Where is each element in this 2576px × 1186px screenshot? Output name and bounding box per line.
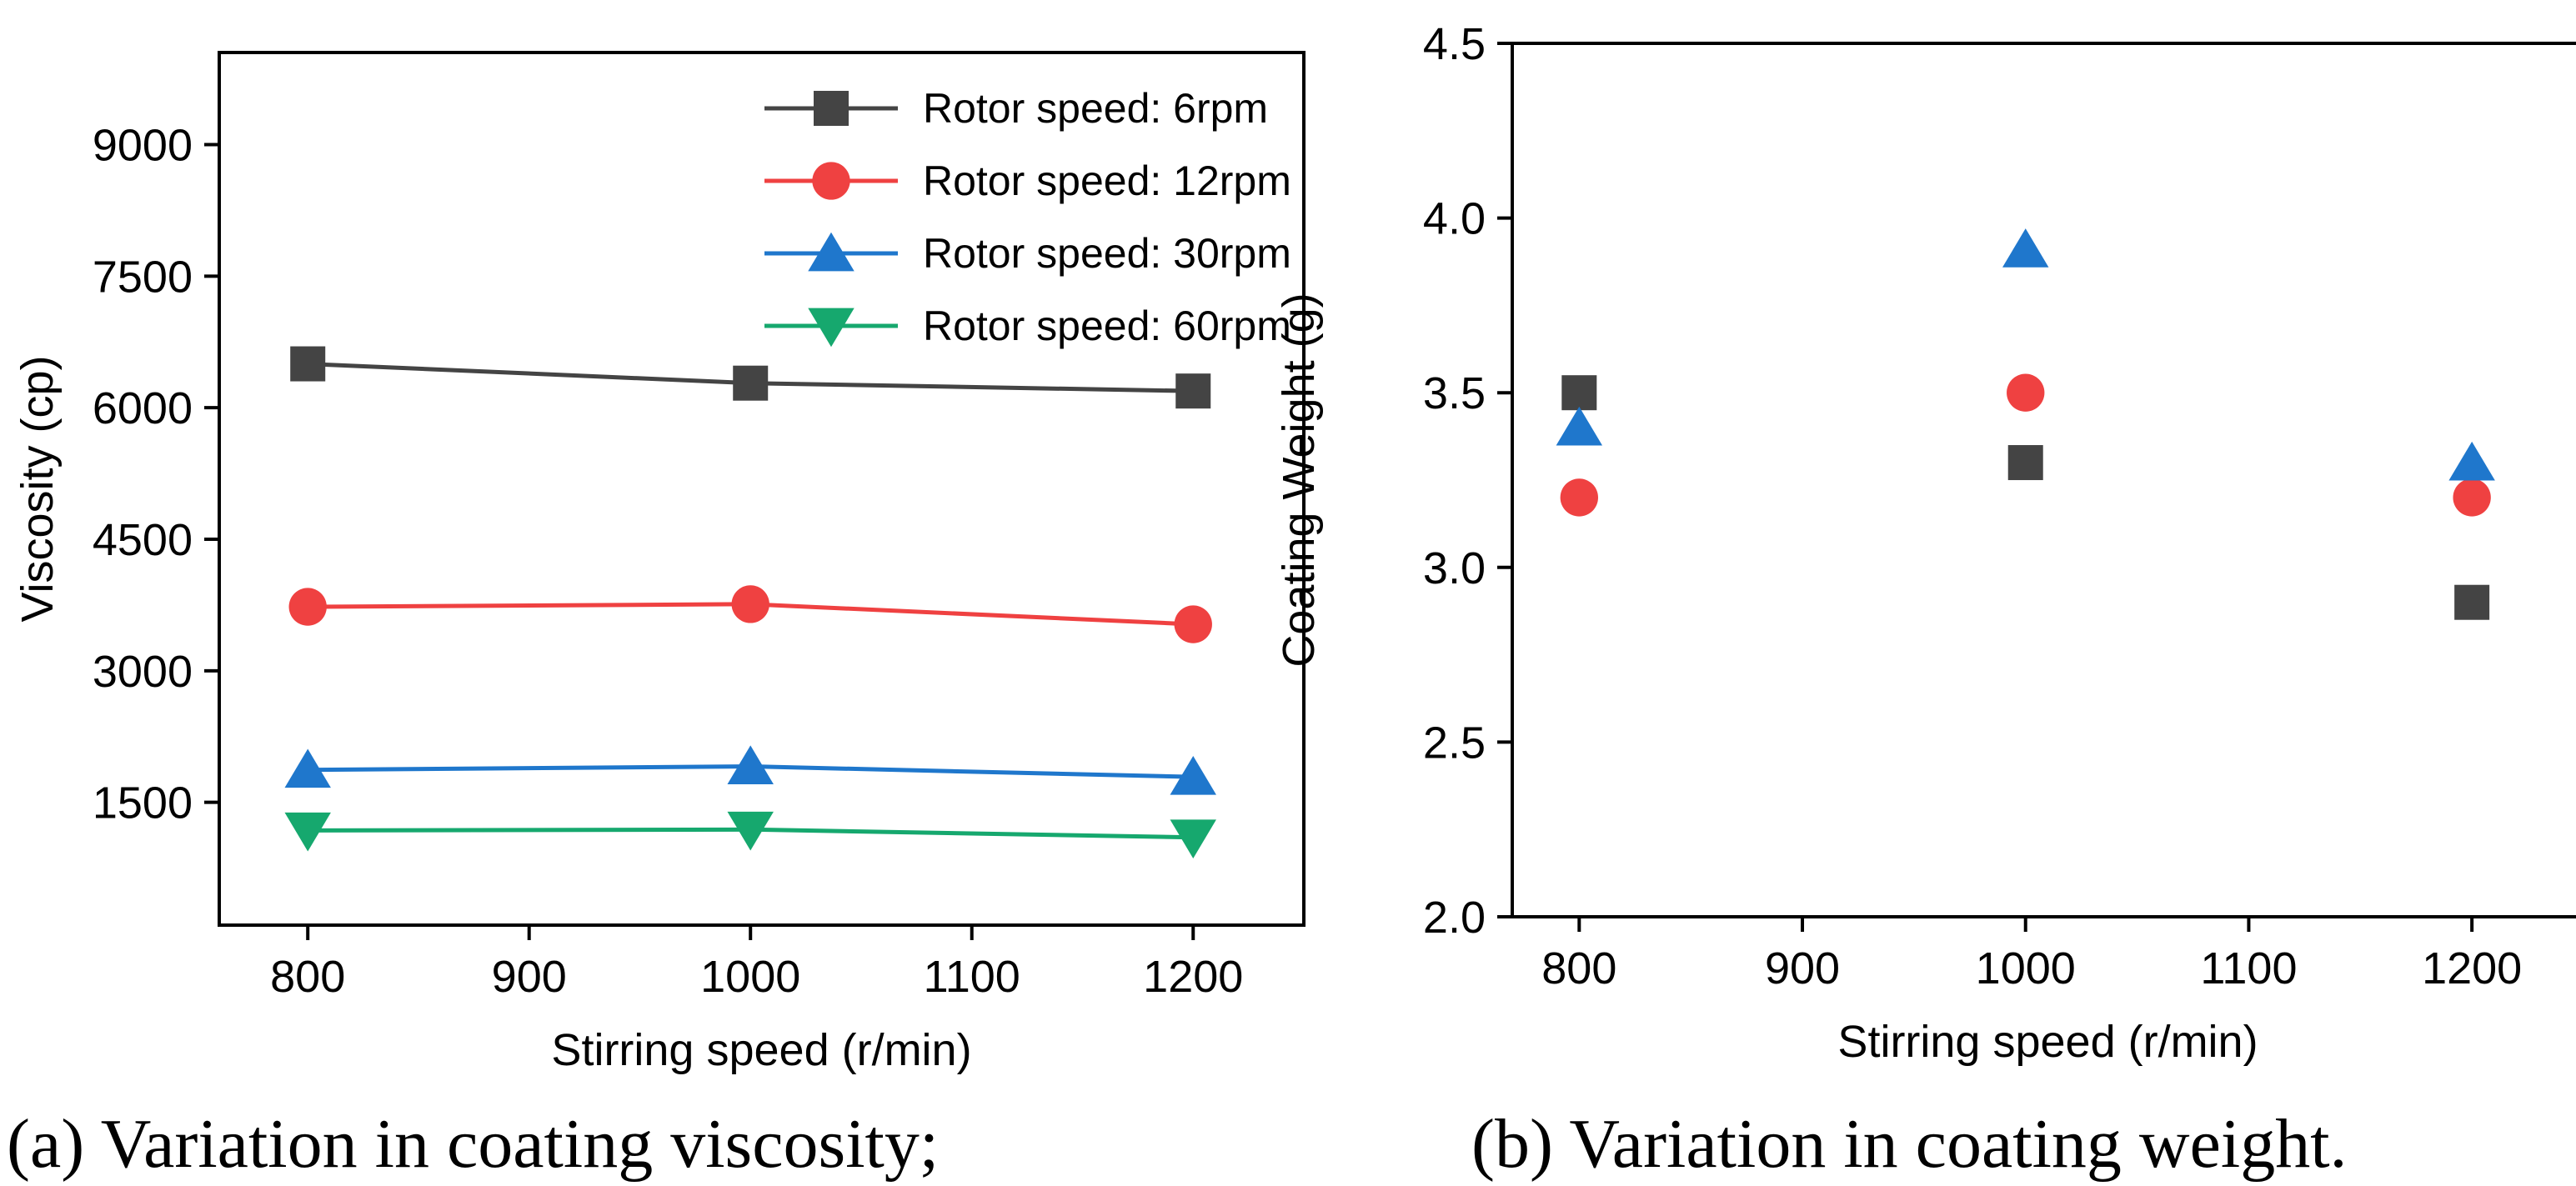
x-tick-label: 1100 xyxy=(2200,943,2297,993)
series-3 xyxy=(1556,228,2495,481)
y-tick-label: 4.0 xyxy=(1423,194,1486,244)
legend-entry: Rotor speed: 6rpm xyxy=(764,85,1268,132)
data-point xyxy=(2002,228,2049,268)
y-axis-title: Coating Weight (g) xyxy=(1274,293,1324,667)
legend-marker xyxy=(812,162,850,200)
data-point xyxy=(727,811,774,851)
x-tick-label: 800 xyxy=(270,952,345,1002)
y-tick-label: 3000 xyxy=(93,647,193,697)
caption-a: (a) Variation in coating viscosity; xyxy=(7,1105,939,1183)
x-axis-title: Stirring speed (r/min) xyxy=(1837,1017,2258,1067)
data-point xyxy=(2007,373,2045,412)
y-tick-label: 9000 xyxy=(93,120,193,170)
legend-entry: Rotor speed: 30rpm xyxy=(764,230,1291,277)
y-tick-label: 4500 xyxy=(93,515,193,565)
x-tick-label: 1000 xyxy=(700,952,800,1002)
x-tick-label: 1200 xyxy=(2422,943,2522,993)
data-point xyxy=(290,346,326,382)
y-tick-label: 4.5 xyxy=(1423,19,1486,69)
y-tick-label: 3.5 xyxy=(1423,368,1486,418)
x-tick-label: 900 xyxy=(492,952,567,1002)
plot-frame xyxy=(1511,42,2576,918)
y-tick-label: 2.5 xyxy=(1423,718,1486,768)
caption-b: (b) Variation in coating weight. xyxy=(1471,1105,2348,1183)
legend-entry: Rotor speed: 60rpm xyxy=(764,303,1291,349)
series-2 xyxy=(288,585,1212,643)
legend-marker xyxy=(814,91,849,126)
series-2 xyxy=(1560,373,2491,517)
chart-viscosity: 800 900 1000 1100 1200 1500 3000 4500 6000 7500 90… xyxy=(13,51,1306,1075)
x-tick-label: 800 xyxy=(1541,943,1616,993)
legend-entry: Rotor speed: 12rpm xyxy=(764,158,1291,204)
data-point xyxy=(733,365,769,401)
data-point xyxy=(1561,375,1597,411)
data-point xyxy=(2448,441,2495,481)
legend-marker xyxy=(808,308,854,348)
legend-label: Rotor speed: 6rpm xyxy=(923,85,1268,132)
x-axis-title: Stirring speed (r/min) xyxy=(551,1025,971,1075)
x-tick-label: 1200 xyxy=(1143,952,1243,1002)
data-point xyxy=(1174,605,1212,643)
legend-label: Rotor speed: 60rpm xyxy=(923,303,1291,349)
x-tick-label: 900 xyxy=(1765,943,1840,993)
plot-frame xyxy=(218,51,1306,927)
data-point xyxy=(2007,445,2043,481)
data-point xyxy=(727,745,774,784)
y-tick-label: 6000 xyxy=(93,383,193,433)
x-tick-label: 1100 xyxy=(924,952,1020,1002)
y-tick-label: 1500 xyxy=(93,778,193,828)
legend-label: Rotor speed: 30rpm xyxy=(923,230,1291,277)
data-point xyxy=(2453,478,2491,517)
data-point xyxy=(1556,406,1603,446)
y-tick-label: 3.0 xyxy=(1423,543,1486,593)
y-axis-title: Viscosity (cp) xyxy=(13,355,63,622)
data-point xyxy=(1170,819,1216,858)
data-point xyxy=(284,812,331,852)
legend-marker xyxy=(808,232,854,272)
series-1 xyxy=(290,346,1211,409)
data-point xyxy=(731,585,769,623)
series-1 xyxy=(1561,375,2490,620)
legend-label: Rotor speed: 12rpm xyxy=(923,158,1291,204)
data-point xyxy=(1560,478,1598,517)
data-point xyxy=(288,588,327,626)
x-tick-label: 1000 xyxy=(1976,943,2076,993)
data-point xyxy=(2454,584,2490,620)
y-tick-label: 7500 xyxy=(93,252,193,302)
data-point xyxy=(1175,373,1211,409)
data-point xyxy=(284,748,331,788)
chart-coating-weight: 800 900 1000 1100 1200 2.0 2.5 3.0 3.5 4.0 4.5 Stir… xyxy=(1274,19,2576,1067)
data-point xyxy=(1170,755,1216,795)
y-tick-label: 2.0 xyxy=(1423,893,1486,943)
legend: Rotor speed: 6rpm Rotor speed: 12rpm Rotor… xyxy=(764,85,1291,349)
series-3 xyxy=(284,745,1216,795)
series-4 xyxy=(284,811,1216,858)
